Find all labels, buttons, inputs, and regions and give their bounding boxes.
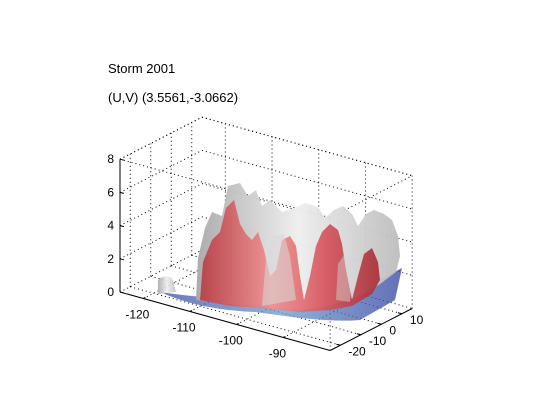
x-axis	[119, 291, 331, 351]
z-tick-mark	[119, 225, 125, 228]
x-tick-label: -110	[172, 321, 195, 335]
z-tick-label: 0	[107, 285, 114, 299]
x-tick-label: -100	[219, 334, 243, 348]
axes	[119, 158, 413, 351]
x-tick-mark	[283, 336, 286, 338]
x-tick-label: -120	[125, 308, 149, 322]
z-tick-label: 2	[107, 252, 114, 266]
grey-front-highlight-2	[336, 252, 352, 302]
z-tick-label: 6	[107, 185, 114, 199]
z-tick-mark	[119, 258, 125, 261]
box-edge	[119, 116, 203, 160]
grid-line	[150, 275, 362, 336]
y-axis	[329, 308, 413, 351]
y-tick-mark	[356, 333, 362, 336]
grid-line	[119, 216, 203, 260]
y-tick-label: 10	[410, 313, 424, 327]
box-edge	[119, 158, 331, 219]
grid-line	[119, 116, 203, 160]
y-tick-mark	[377, 322, 382, 325]
x-tick-label: -90	[269, 347, 287, 361]
y-tick-mark	[397, 312, 403, 315]
box-edge	[329, 175, 413, 219]
x-tick-mark	[189, 310, 193, 312]
z-tick-mark	[119, 191, 125, 194]
z-tick-label: 4	[107, 219, 114, 233]
x-tick-mark	[236, 323, 239, 325]
isosurface	[158, 183, 402, 321]
y-tick-label: -10	[369, 334, 387, 348]
z-tick-mark	[119, 291, 125, 294]
y-tick-label: 0	[389, 323, 396, 337]
grid-line	[119, 249, 203, 293]
y-tick-label: -20	[348, 344, 366, 358]
uv-readout: (U,V) (3.5561,-3.0662)	[108, 90, 239, 105]
figure-title: Storm 2001	[108, 61, 176, 76]
z-tick-mark	[119, 158, 125, 161]
grid-line	[201, 149, 413, 210]
grid-line	[119, 149, 203, 193]
x-tick-mark	[143, 297, 146, 299]
grey-front-highlight	[262, 234, 296, 306]
small-cell	[158, 276, 176, 294]
y-tick-mark	[336, 343, 341, 346]
box-edge	[201, 116, 413, 177]
z-tick-label: 8	[107, 152, 114, 166]
grid-line	[119, 183, 203, 227]
grid-line	[130, 286, 341, 346]
